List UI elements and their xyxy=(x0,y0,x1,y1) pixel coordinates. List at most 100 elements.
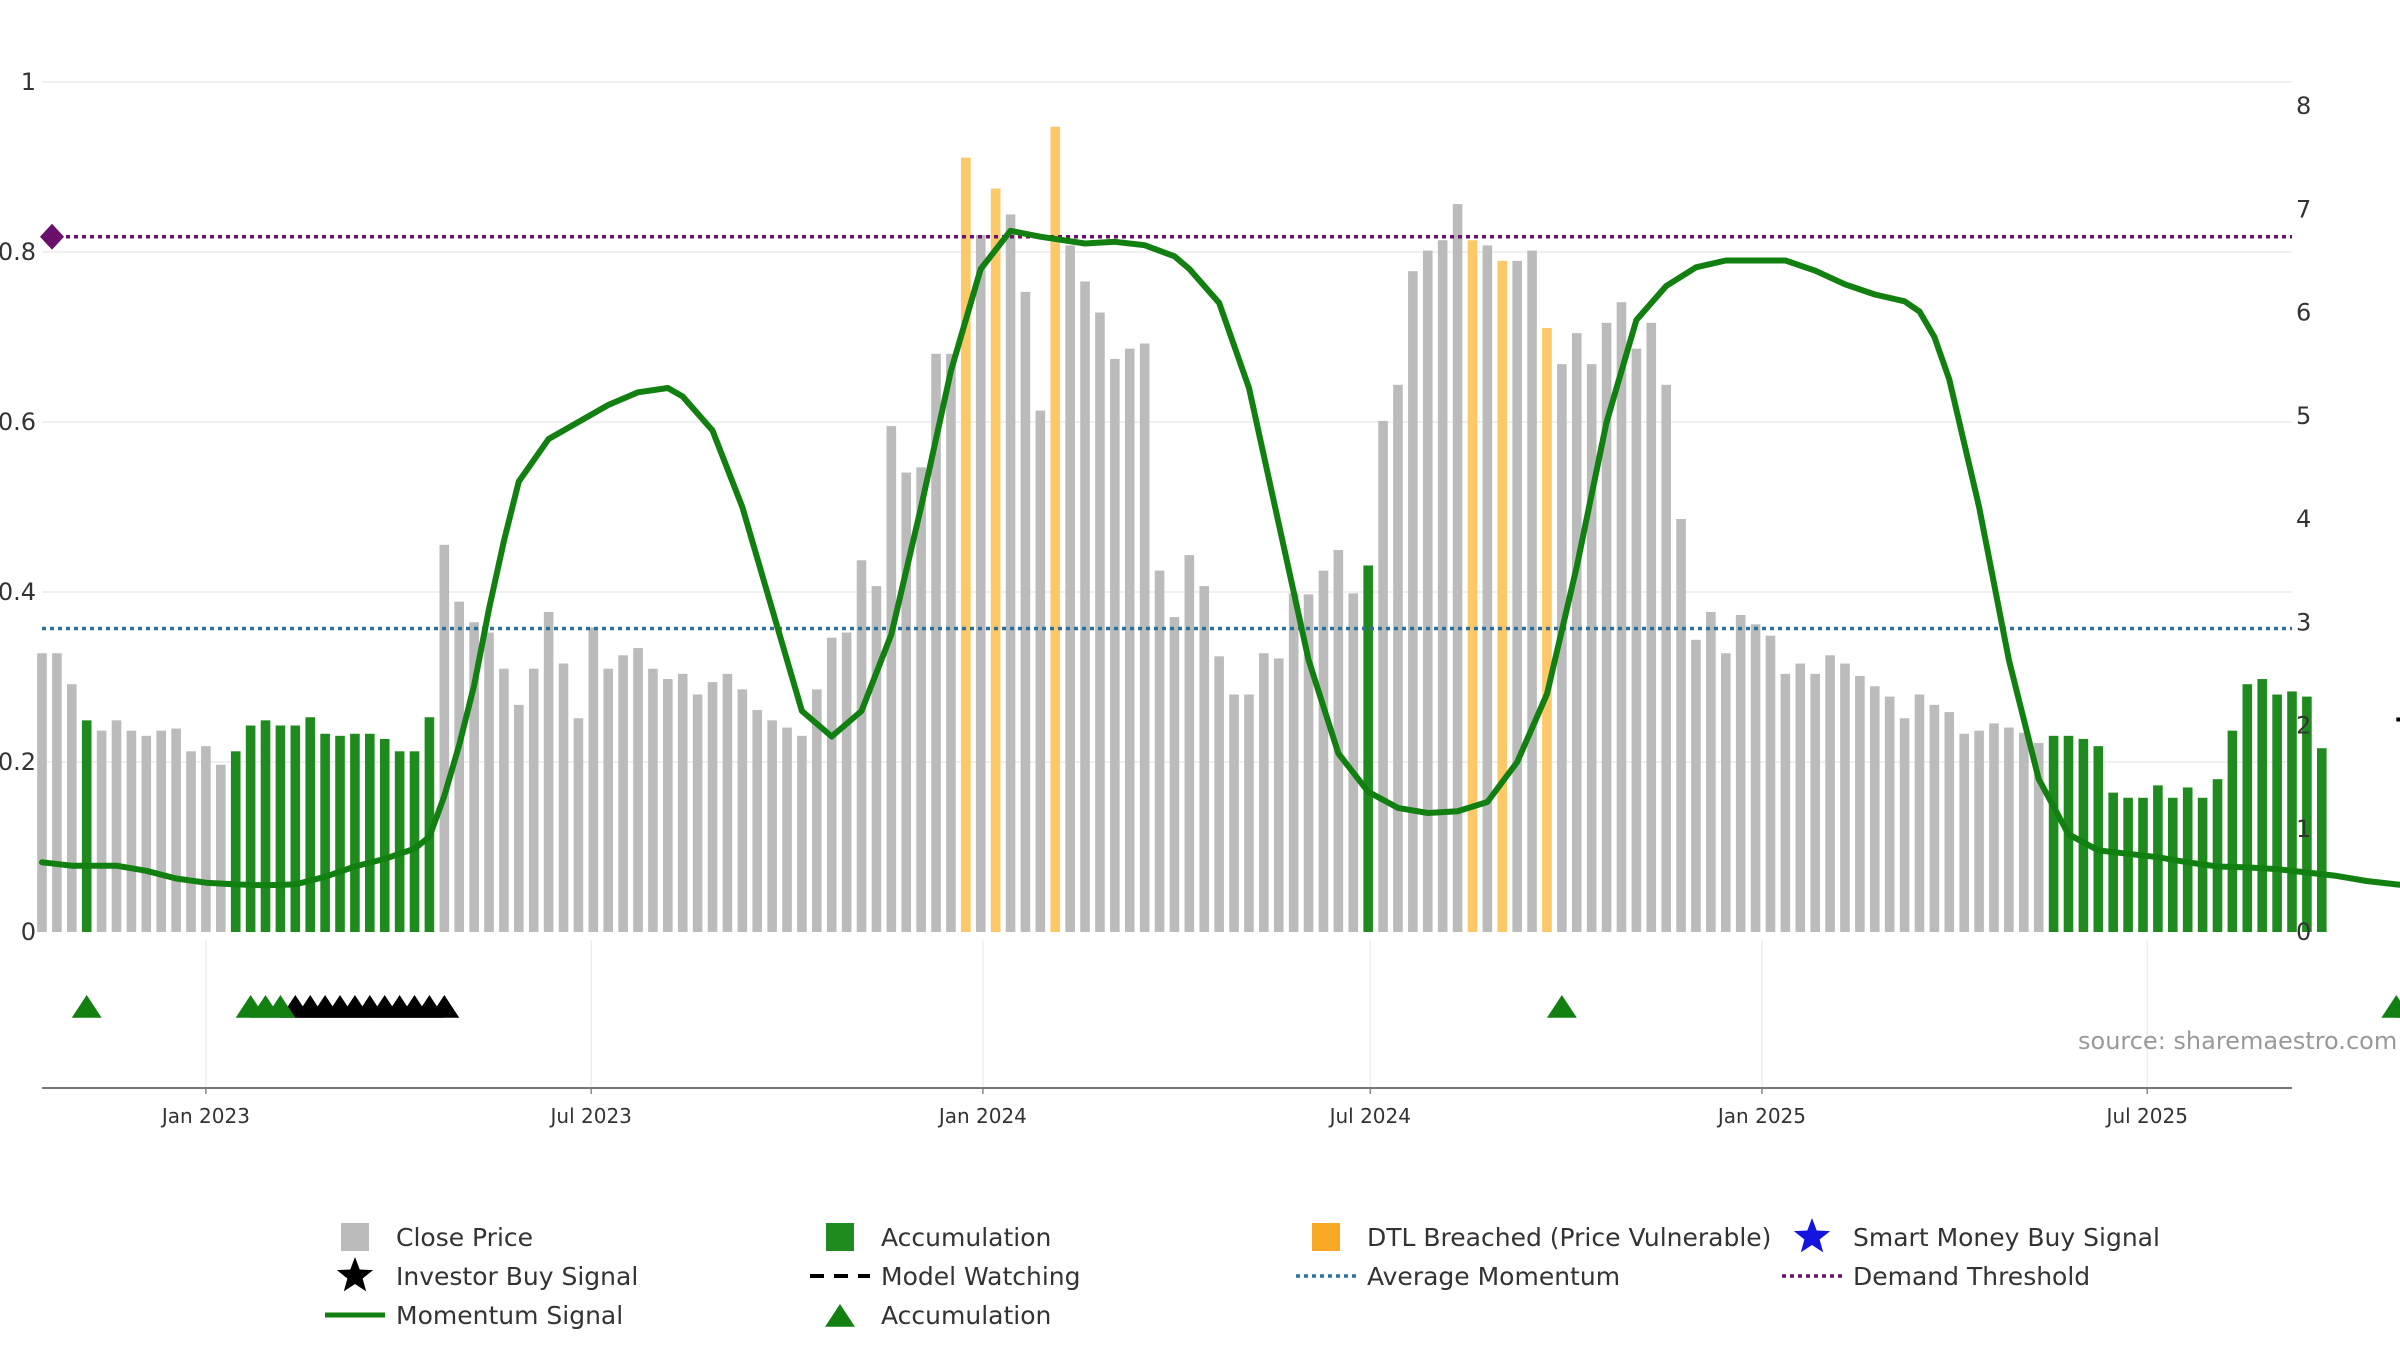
close-price-bar xyxy=(2018,732,2029,932)
close-price-bar xyxy=(633,648,643,932)
legend-item: Smart Money Buy Signal xyxy=(1793,1218,2160,1253)
close-price-bar xyxy=(1124,348,1135,932)
close-price-bar xyxy=(797,735,807,932)
close-price-bar xyxy=(1989,723,1999,932)
investor-buy-signal-marker xyxy=(429,995,460,1018)
close-price-bar xyxy=(1750,624,1761,932)
close-price-bar xyxy=(484,632,494,932)
close-price-bar xyxy=(528,668,539,932)
close-price-bar xyxy=(1110,358,1120,932)
legend-item: Accumulation xyxy=(826,1223,1051,1252)
close-price-bar xyxy=(499,668,509,932)
close-price-bar xyxy=(1929,704,1940,932)
accumulation-bar xyxy=(2093,746,2104,932)
right-tick-label: 6 xyxy=(2296,299,2311,327)
left-tick-label: 0.6 xyxy=(0,408,36,436)
dtl-breached-bar xyxy=(1467,240,1478,933)
accumulation-signal-marker xyxy=(2381,995,2400,1018)
close-price-bar xyxy=(186,751,196,932)
close-price-bar xyxy=(1244,694,1254,932)
left-tick-label: 0.2 xyxy=(0,748,36,776)
close-price-bar xyxy=(156,730,167,932)
x-tick-label: Jan 2024 xyxy=(937,1104,1027,1128)
close-price-bar xyxy=(871,586,882,932)
accumulation-bar xyxy=(2302,696,2312,932)
dtl-breached-bar xyxy=(1050,126,1061,932)
close-price-bar xyxy=(886,426,897,932)
accumulation-bar xyxy=(2287,691,2297,932)
close-price-bar xyxy=(648,668,658,932)
close-price-bar xyxy=(841,632,852,932)
close-price-bar xyxy=(1661,384,1671,932)
close-price-bar xyxy=(916,467,926,932)
legend-item: Close Price xyxy=(341,1223,533,1252)
close-price-bar xyxy=(1631,348,1642,932)
close-price-bar xyxy=(931,353,941,932)
axes: 0 0.2 0.4 0.6 0.8 1 0 1 2 3 4 5 6 7 8 Jan 2023 Jul 2023 J… xyxy=(0,68,2311,1128)
legend-label: Demand Threshold xyxy=(1853,1262,2090,1291)
left-tick-label: 0 xyxy=(21,918,36,946)
accumulation-bar xyxy=(2123,797,2133,932)
legend-star-icon xyxy=(336,1257,374,1292)
close-price-bar xyxy=(1273,658,1284,932)
right-tick-label: 2 xyxy=(2296,712,2311,740)
right-tick-label: 5 xyxy=(2296,402,2311,430)
accumulation-bar xyxy=(379,738,390,932)
close-price-bar xyxy=(737,689,748,932)
close-price-bar xyxy=(782,727,792,932)
accumulation-bar xyxy=(394,751,405,932)
legend-triangle-icon xyxy=(825,1304,855,1327)
legend-square-symbol xyxy=(826,1223,854,1251)
close-price-bar xyxy=(1408,271,1418,932)
close-price-bar xyxy=(1944,712,1955,932)
close-price-bar xyxy=(216,764,226,932)
legend-square-symbol xyxy=(341,1223,369,1251)
close-price-bar xyxy=(1035,410,1046,932)
legend-item: Accumulation xyxy=(825,1301,1051,1330)
close-price-bar xyxy=(439,544,450,932)
close-price-bar xyxy=(1065,245,1075,932)
accumulation-bar xyxy=(2108,792,2118,932)
close-price-bar xyxy=(1154,570,1165,932)
legend-label: Accumulation xyxy=(881,1301,1051,1330)
close-price-bar xyxy=(1795,663,1806,932)
legend-item: Model Watching xyxy=(810,1262,1081,1291)
legend-item: Demand Threshold xyxy=(1782,1262,2090,1291)
close-price-bar xyxy=(1378,420,1388,932)
accumulation-bar xyxy=(2167,797,2178,932)
close-price-bar xyxy=(901,472,912,932)
close-price-bar xyxy=(514,704,524,932)
close-price-bar xyxy=(1184,555,1195,932)
close-price-bar xyxy=(1020,291,1031,933)
legend-label: Accumulation xyxy=(881,1223,1051,1252)
accumulation-bar xyxy=(305,717,316,932)
accumulation-bar xyxy=(230,751,241,932)
close-price-bar xyxy=(543,611,554,932)
close-price-bar xyxy=(1482,245,1493,932)
close-price-bar xyxy=(1706,611,1716,932)
right-tick-label: 1 xyxy=(2296,815,2311,843)
close-price-bar xyxy=(1393,384,1403,932)
indicator-lines xyxy=(39,223,2400,889)
close-price-bar xyxy=(663,679,673,932)
close-price-bar xyxy=(826,637,837,932)
close-price-bar xyxy=(707,682,718,932)
close-price-bar xyxy=(722,673,733,932)
x-tick-label: Jan 2025 xyxy=(1716,1104,1806,1128)
close-price-bar xyxy=(37,653,47,932)
close-price-bar xyxy=(126,730,137,932)
close-price-bar xyxy=(67,684,77,932)
close-price-bar xyxy=(111,720,122,932)
dtl-breached-bar xyxy=(961,157,971,932)
close-price-bar xyxy=(52,653,62,932)
legend-label: DTL Breached (Price Vulnerable) xyxy=(1367,1223,1771,1252)
close-price-bar xyxy=(1557,364,1567,932)
close-price-bar xyxy=(1601,322,1612,932)
close-price-bar xyxy=(1005,214,1016,933)
accumulation-bar xyxy=(245,725,256,932)
close-price-bar xyxy=(1899,718,1910,932)
legend: Close Price Accumulation DTL Breached (Pri… xyxy=(325,1218,2160,1330)
accumulation-bar xyxy=(275,725,286,932)
right-tick-label: 0 xyxy=(2296,918,2311,946)
legend-item: Momentum Signal xyxy=(325,1301,623,1330)
